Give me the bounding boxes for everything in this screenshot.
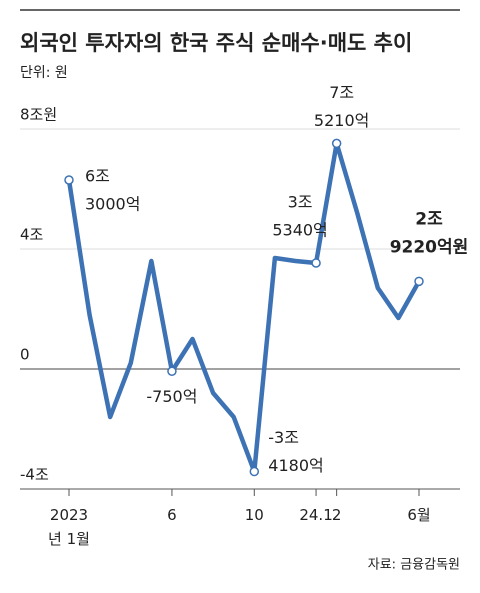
data-label: 5340억 [272, 220, 327, 239]
source: 자료: 금융감독원 [368, 558, 460, 573]
y-tick-label: 8조원 [20, 106, 57, 124]
point-marker [64, 175, 74, 185]
data-label: 9220억원 [390, 237, 469, 257]
point-marker [414, 276, 424, 287]
point-marker [249, 466, 260, 477]
x-tick-label: 10 [244, 506, 264, 524]
data-label: 3조 [288, 192, 313, 211]
y-tick-label: 4조 [20, 226, 44, 244]
point-marker [167, 366, 177, 376]
line [66, 141, 421, 474]
data-label: -3조 [268, 428, 299, 447]
data-label: -750억 [146, 387, 197, 406]
y-tick-label: 0 [20, 346, 30, 364]
data-label: 4180억 [268, 456, 323, 475]
point-marker [331, 138, 342, 149]
x-tick-label: 2023년 1월 [48, 506, 90, 548]
x-tick-label: 24.1 [299, 506, 333, 524]
x-tick-label: 2 [331, 506, 342, 524]
x-tick-label: 6월 [407, 506, 431, 524]
x-tick-label: 6 [167, 506, 177, 524]
data-label: 2조 [415, 209, 443, 229]
data-label: 5210억 [314, 111, 369, 130]
y-tick-label: -4조 [20, 466, 49, 484]
point-marker [311, 258, 321, 268]
data-label: 6조 [85, 167, 110, 186]
chart-subtitle: 단위: 원 [20, 65, 68, 81]
data-label: 3000억 [85, 195, 140, 214]
data-label: 7조 [329, 83, 354, 102]
chart-title: 외국인 투자자의 한국 주식 순매수·매도 추이 [20, 31, 412, 55]
